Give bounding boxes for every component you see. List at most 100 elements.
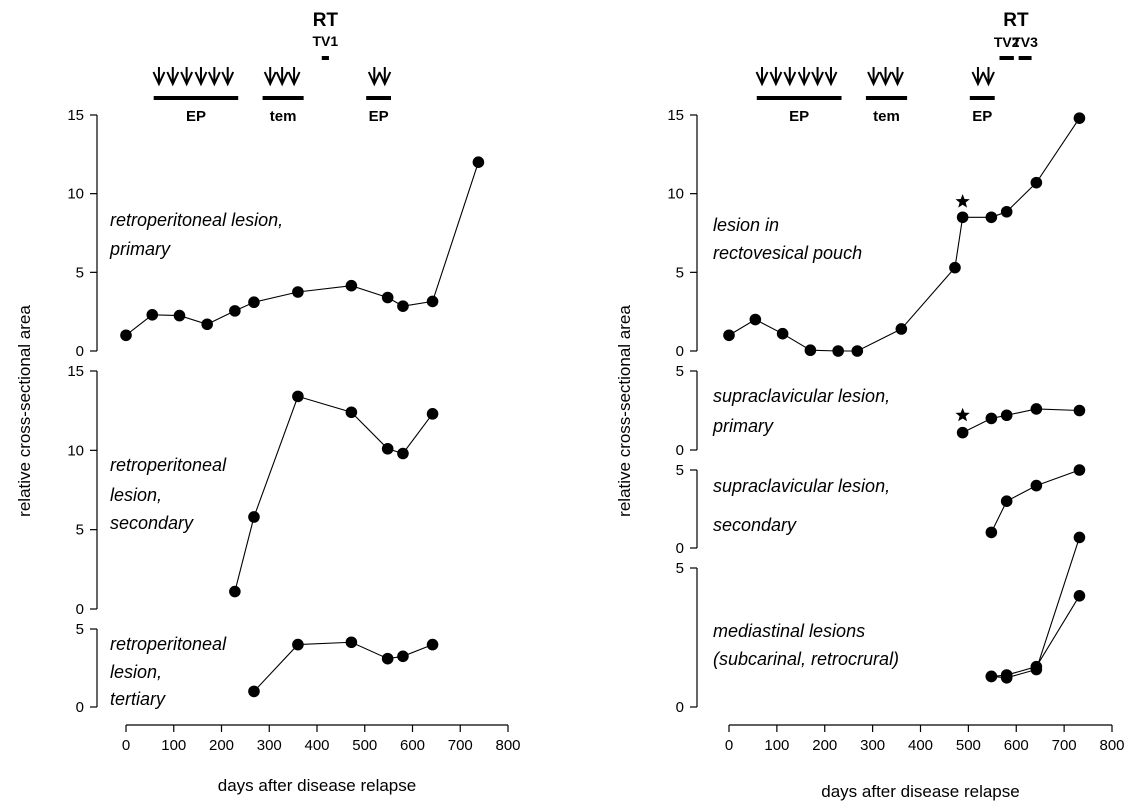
dose-arrow	[971, 67, 985, 87]
y-tick-label: 0	[76, 601, 84, 618]
panel: 0 5 10 15 lesion in rectovesical pouch	[667, 107, 1086, 360]
x-tick-label: 700	[448, 737, 473, 754]
panel: 0 5 10 15 retroperitoneal lesion, primary	[67, 107, 485, 360]
y-tick-label: 5	[76, 522, 84, 539]
y-axis-label: relative cross-sectional area	[15, 305, 34, 517]
panel: 0 5 10 15 retroperitoneal lesion, secondary	[67, 363, 439, 618]
data-point	[1030, 403, 1043, 415]
panel-label: rectovesical pouch	[713, 243, 862, 263]
panel-label: secondary	[110, 513, 194, 533]
x-tick-label: 100	[764, 737, 789, 754]
data-point	[292, 286, 304, 298]
data-point	[397, 447, 409, 460]
data-point	[120, 329, 132, 342]
data-point	[1073, 112, 1086, 124]
treatment-label: tem	[873, 108, 900, 125]
data-point	[1000, 669, 1013, 681]
dose-arrow	[194, 67, 208, 87]
panel-label: supraclavicular lesion,	[713, 386, 890, 406]
rt-label: RT	[313, 10, 339, 31]
data-point	[345, 636, 358, 649]
series-line	[991, 537, 1080, 679]
dose-arrow	[287, 67, 301, 87]
x-axis-label: days after disease relapse	[821, 782, 1019, 801]
dose-arrow	[378, 67, 392, 87]
data-point	[345, 406, 358, 419]
y-tick-label: 0	[676, 442, 684, 459]
data-point	[985, 670, 998, 683]
panel-label: mediastinal lesions	[713, 621, 865, 641]
panel: 0 5 supraclavicular lesion, primary	[676, 363, 1086, 459]
panel: 0 5 supraclavicular lesion, secondary	[676, 462, 1086, 557]
series-line	[728, 117, 1080, 352]
dose-arrow	[180, 67, 194, 87]
x-axis-label: days after disease relapse	[218, 776, 416, 795]
dose-arrow	[275, 67, 289, 87]
x-tick-label: 800	[495, 737, 520, 754]
dose-arrow	[797, 67, 811, 87]
panel-label: lesion,	[110, 662, 162, 682]
x-tick-label: 200	[812, 737, 837, 754]
x-tick-label: 400	[304, 737, 329, 754]
data-point	[895, 323, 908, 335]
data-point	[804, 344, 817, 357]
dose-arrow	[811, 67, 824, 87]
data-point	[832, 345, 844, 357]
data-point	[292, 638, 304, 651]
data-point	[426, 295, 439, 308]
dose-arrow	[755, 67, 769, 87]
x-tick-label: 500	[956, 737, 981, 754]
star-marker	[955, 407, 970, 422]
data-point	[381, 442, 394, 455]
dose-arrow	[166, 67, 180, 87]
series-line	[253, 641, 433, 692]
data-point	[956, 426, 969, 439]
treatment-label: EP	[972, 108, 992, 125]
x-tick-label: 300	[257, 737, 282, 754]
y-tick-label: 0	[676, 699, 684, 716]
panel-label: lesion,	[110, 485, 162, 505]
x-tick-label: 700	[1052, 737, 1077, 754]
x-tick-label: 500	[352, 737, 377, 754]
panel-label: (subcarinal, retrocrural)	[713, 649, 899, 669]
treatment-label: EP	[186, 108, 206, 125]
tv-label: TV3	[1012, 34, 1038, 50]
y-tick-label: 15	[67, 363, 84, 380]
data-point	[985, 211, 998, 224]
panel-label: secondary	[713, 515, 797, 535]
y-tick-label: 5	[76, 621, 84, 638]
data-point	[229, 305, 241, 317]
data-point	[381, 652, 394, 665]
data-point	[985, 526, 998, 539]
rt-label: RT	[1003, 10, 1029, 31]
dose-arrow	[367, 67, 381, 87]
panel: 0 5 retroperitoneal lesion, tertiary	[76, 621, 439, 716]
y-tick-label: 5	[676, 363, 684, 380]
y-axis-label: relative cross-sectional area	[615, 305, 634, 517]
data-point	[472, 156, 485, 168]
star-marker	[955, 194, 970, 208]
series-line	[962, 408, 1080, 434]
y-tick-label: 15	[67, 107, 84, 124]
y-tick-label: 15	[667, 107, 684, 124]
dose-arrow	[783, 67, 797, 87]
panel-label: primary	[712, 416, 774, 436]
data-point	[851, 345, 864, 357]
panel-label: tertiary	[110, 689, 166, 709]
y-tick-label: 5	[676, 462, 684, 479]
dose-arrow	[769, 67, 783, 87]
dose-arrow	[982, 67, 995, 87]
dose-arrow	[879, 67, 892, 87]
treatment-label: tem	[270, 108, 297, 125]
panel: 0 5 mediastinal lesions (subcarinal, retroc…	[676, 531, 1086, 716]
data-point	[1000, 205, 1013, 218]
panel-label: retroperitoneal	[110, 634, 227, 654]
dose-arrow	[824, 67, 838, 87]
x-tick-label: 800	[1099, 737, 1124, 754]
data-point	[985, 412, 998, 425]
y-tick-label: 0	[76, 343, 84, 360]
dose-arrow	[263, 67, 277, 87]
x-tick-label: 600	[400, 737, 425, 754]
